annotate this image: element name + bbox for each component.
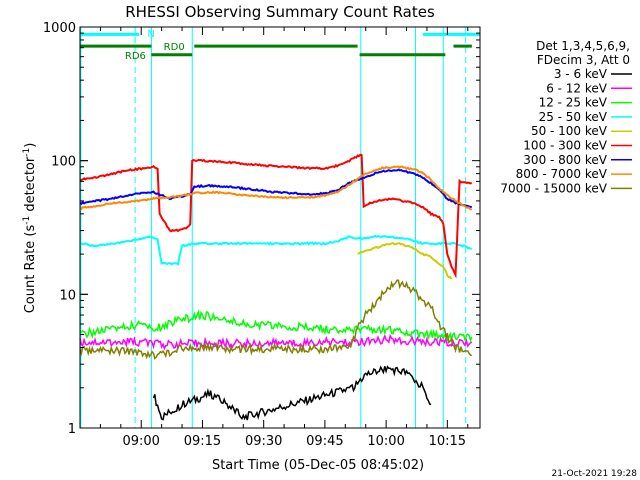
legend-label: 7000 - 15000 keV [500,181,607,195]
x-tick-label: 09:15 [184,434,221,449]
x-tick-label: 10:15 [429,434,466,449]
annotation-n: N [147,29,154,40]
annotation-rd0: RD0 [164,42,185,53]
series-line-3 [79,234,472,266]
series-line-6 [79,168,472,208]
y-axis-label: Count Rate (s-1 detector-1) [22,143,38,314]
series-line-8 [79,279,472,360]
legend-label: 300 - 800 keV [523,153,607,167]
series-line-1 [79,333,473,351]
x-axis-label: Start Time (05-Dec-05 08:45:02) [212,458,424,473]
legend-entry: 300 - 800 keV [523,153,632,167]
series-line-4 [357,241,453,280]
legend-label: 6 - 12 keV [546,81,608,95]
x-tick-label: 09:00 [122,434,159,449]
legend: Det 1,3,4,5,6,9, FDecim 3, Att 0 3 - 6 k… [500,39,632,195]
axis-ticks: 1 10 100 1000 09:00 09:15 09:30 09:45 10:00 10:15 [43,21,480,449]
plot-frame [79,26,481,429]
y-axis-label-part3: ) [23,143,38,148]
annotation-rd6: RD6 [125,51,146,62]
y-tick-label: 1 [68,422,76,437]
footer-timestamp: 21-Oct-2021 19:28 [552,469,638,479]
legend-entry: 50 - 100 keV [531,124,632,138]
y-tick-label: 10 [59,288,76,303]
legend-entry: 25 - 50 keV [539,110,632,124]
x-tick-label: 09:30 [245,434,282,449]
legend-label: 50 - 100 keV [531,124,608,138]
legend-label: 3 - 6 keV [554,67,608,81]
series-line-2 [79,309,473,343]
legend-entry: 3 - 6 keV [554,67,632,81]
chart-title: RHESSI Observing Summary Count Rates [125,3,435,21]
y-tick-label: 1000 [43,21,76,36]
legend-label: 25 - 50 keV [539,110,608,124]
y-axis-label-part1: Count Rate (s [23,225,38,314]
series-line-0 [152,365,432,421]
y-axis-label-sup1: -1 [22,216,32,225]
legend-label: 12 - 25 keV [539,96,608,110]
legend-entry: 7000 - 15000 keV [500,181,632,195]
legend-entry: 100 - 300 keV [523,139,632,153]
legend-entry: 800 - 7000 keV [516,167,632,181]
plot-area: N RD0 RD6 [79,27,480,428]
series-line-5 [79,153,472,279]
series-line-7 [79,165,473,211]
x-tick-label: 10:00 [367,434,404,449]
y-axis-label-sup2: -1 [22,148,32,157]
legend-entry: 12 - 25 keV [539,96,632,110]
y-axis-label-part2: detector [23,156,38,216]
legend-header-line2: FDecim 3, Att 0 [537,53,630,67]
legend-label: 100 - 300 keV [523,139,607,153]
legend-label: 800 - 7000 keV [516,167,608,181]
x-tick-label: 09:45 [306,434,343,449]
legend-header-line1: Det 1,3,4,5,6,9, [536,39,630,53]
y-tick-label: 100 [51,155,76,170]
legend-entry: 6 - 12 keV [546,81,632,95]
